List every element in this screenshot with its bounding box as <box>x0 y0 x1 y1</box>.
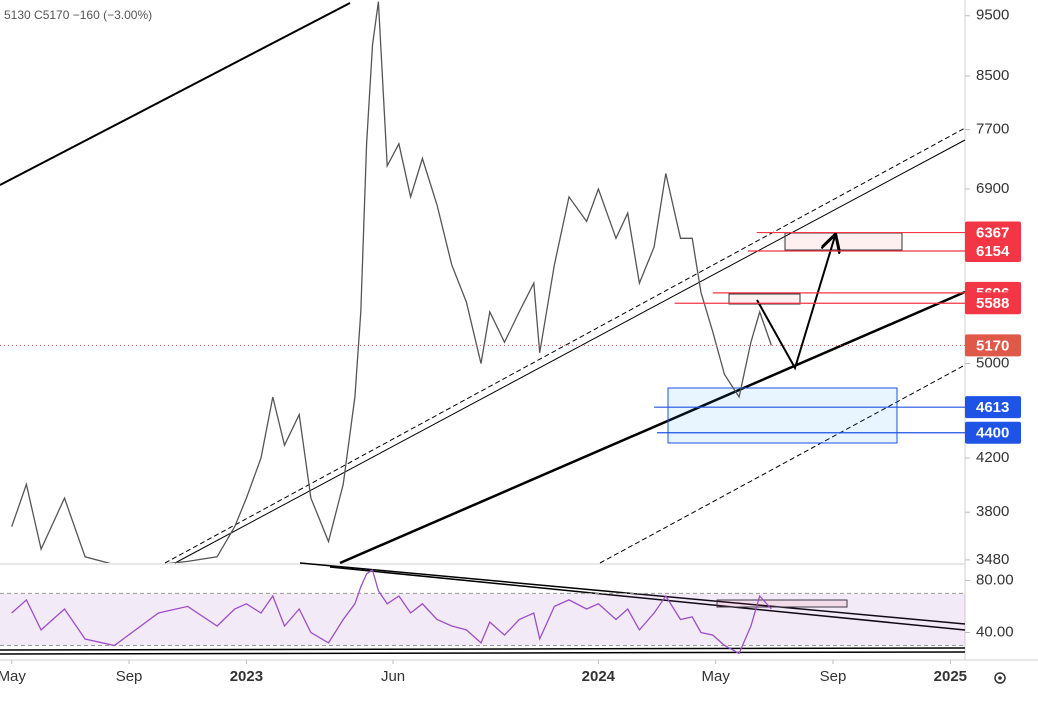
rsi-line <box>0 647 966 651</box>
y-tick-label: 80.00 <box>976 571 1014 588</box>
rsi-band <box>0 593 965 646</box>
level-label: 5170 <box>976 337 1009 354</box>
lower-dashed <box>599 364 966 564</box>
rsi-line <box>11 568 772 655</box>
y-tick-label: 8500 <box>976 67 1009 84</box>
level-label-bg <box>965 239 1021 262</box>
support-line <box>339 290 966 565</box>
price-line <box>11 1 773 563</box>
resistance-box <box>728 293 801 305</box>
x-tick-label: 2025 <box>934 668 967 685</box>
x-tick-label: 2023 <box>230 668 263 685</box>
level-label: 4613 <box>976 399 1009 416</box>
rsi-box <box>716 599 848 608</box>
settings-icon[interactable] <box>994 672 1006 684</box>
trend-line <box>0 2 351 186</box>
price-pane <box>11 1 773 563</box>
rsi-line <box>0 651 966 655</box>
rsi-trend <box>329 566 966 631</box>
level-label-bg <box>965 334 1021 357</box>
y-tick-label: 6900 <box>976 180 1009 197</box>
level-label-bg <box>965 421 1021 444</box>
level-label-bg <box>965 292 1021 315</box>
level-label-bg <box>965 396 1021 419</box>
y-tick-label: 5000 <box>976 354 1009 371</box>
projection-arrow <box>756 236 835 371</box>
level-label-bg <box>965 221 1021 244</box>
level-label: 6154 <box>976 243 1010 260</box>
level-label: 6367 <box>976 225 1009 242</box>
channel-line <box>174 139 966 564</box>
y-tick-label: 7700 <box>976 121 1009 138</box>
x-tick-label: 2024 <box>582 668 616 685</box>
y-tick-label: 9500 <box>976 7 1009 24</box>
drawings <box>0 2 966 655</box>
support-box <box>667 387 898 444</box>
x-tick-label: May <box>702 668 731 685</box>
target-box <box>784 232 903 251</box>
x-tick-label: Jun <box>381 668 405 685</box>
y-tick-label: 3800 <box>976 503 1009 520</box>
y-tick-label: 40.00 <box>976 623 1014 640</box>
rsi-pane <box>0 568 965 655</box>
x-tick-label: Sep <box>116 668 143 685</box>
level-label: 4400 <box>976 425 1009 442</box>
y-tick-label: 3480 <box>976 551 1009 568</box>
x-tick-label: Sep <box>820 668 847 685</box>
y-tick-label: 4200 <box>976 449 1009 466</box>
x-tick-label: May <box>0 668 26 685</box>
level-label: 5588 <box>976 295 1009 312</box>
legend-text: 5130 C5170 −160 (−3.00%) <box>4 8 152 22</box>
